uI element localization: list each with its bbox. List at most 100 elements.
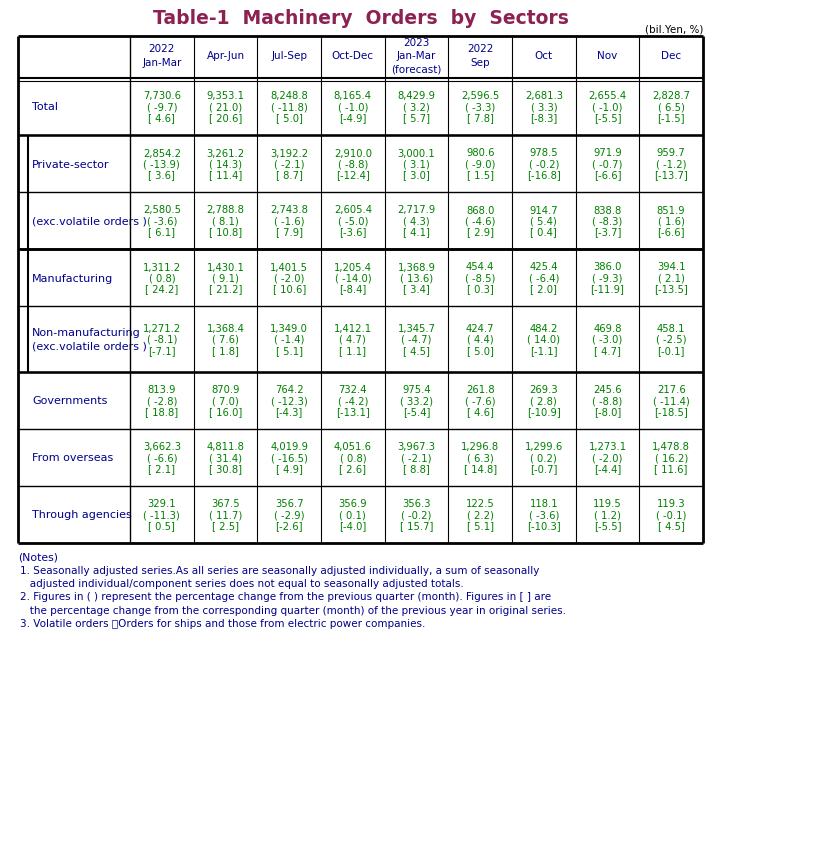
Text: ( -3.3): ( -3.3) [465, 102, 495, 112]
Text: ( -6.6): ( -6.6) [147, 453, 177, 463]
Text: ( -2.1): ( -2.1) [401, 453, 432, 463]
Text: ( -2.5): ( -2.5) [656, 334, 686, 344]
Text: 1. Seasonally adjusted series.As all series are seasonally adjusted individually: 1. Seasonally adjusted series.As all ser… [20, 565, 540, 575]
Text: 119.3: 119.3 [657, 499, 686, 509]
Text: 2,788.8: 2,788.8 [206, 205, 244, 215]
Text: ( 9.1): ( 9.1) [212, 273, 239, 284]
Text: ( 4.4): ( 4.4) [467, 334, 494, 344]
Text: ( -5.0): ( -5.0) [337, 216, 368, 226]
Text: ( -8.1): ( -8.1) [147, 334, 177, 344]
Text: 2,655.4: 2,655.4 [588, 91, 627, 101]
Text: [-13.7]: [-13.7] [654, 170, 688, 181]
Text: ( 14.0): ( 14.0) [527, 334, 560, 344]
Text: ( -2.0): ( -2.0) [274, 273, 305, 284]
Text: [-5.5]: [-5.5] [594, 521, 622, 531]
Text: [-0.7]: [-0.7] [530, 464, 558, 474]
Text: ( 7.0): ( 7.0) [212, 396, 239, 406]
Text: ( -11.4): ( -11.4) [653, 396, 690, 406]
Text: 2,854.2: 2,854.2 [143, 149, 181, 159]
Text: 3,192.2: 3,192.2 [270, 149, 308, 159]
Text: 3,000.1: 3,000.1 [398, 149, 436, 159]
Text: ( 6.3): ( 6.3) [467, 453, 494, 463]
Text: 2. Figures in ( ) represent the percentage change from the previous quarter (mon: 2. Figures in ( ) represent the percenta… [20, 592, 551, 602]
Text: (bil.Yen, %): (bil.Yen, %) [645, 25, 703, 35]
Text: [ 11.6]: [ 11.6] [654, 464, 688, 474]
Text: ( 3.1): ( 3.1) [403, 160, 430, 170]
Text: 1,273.1: 1,273.1 [588, 442, 627, 452]
Text: ( -0.2): ( -0.2) [528, 160, 559, 170]
Text: Private-sector: Private-sector [32, 160, 110, 170]
Text: [ 5.0]: [ 5.0] [467, 345, 494, 355]
Text: ( -2.0): ( -2.0) [592, 453, 622, 463]
Text: [-13.5]: [-13.5] [654, 284, 688, 295]
Text: 1,271.2: 1,271.2 [143, 323, 181, 333]
Text: ( -3.0): ( -3.0) [592, 334, 622, 344]
Text: (Notes): (Notes) [18, 551, 58, 561]
Text: [-8.0]: [-8.0] [594, 407, 621, 417]
Text: 980.6: 980.6 [466, 149, 495, 159]
Text: ( -2.9): ( -2.9) [274, 510, 305, 520]
Text: [ 5.0]: [ 5.0] [276, 113, 302, 123]
Text: ( -8.8): ( -8.8) [337, 160, 368, 170]
Text: [ 4.1]: [ 4.1] [403, 227, 430, 237]
Text: ( 31.4): ( 31.4) [209, 453, 242, 463]
Text: 484.2: 484.2 [530, 323, 558, 333]
Text: 9,353.1: 9,353.1 [206, 91, 245, 101]
Text: 3,261.2: 3,261.2 [206, 149, 245, 159]
Text: 914.7: 914.7 [530, 205, 558, 215]
Text: ( 4.3): ( 4.3) [403, 216, 430, 226]
Text: Nov: Nov [597, 51, 618, 61]
Text: 971.9: 971.9 [593, 149, 622, 159]
Text: 7,730.6: 7,730.6 [143, 91, 181, 101]
Text: 367.5: 367.5 [211, 499, 240, 509]
Text: (exc.volatile orders ): (exc.volatile orders ) [32, 216, 147, 226]
Text: [-7.1]: [-7.1] [148, 345, 175, 355]
Text: 8,165.4: 8,165.4 [334, 91, 372, 101]
Text: Non-manufacturing: Non-manufacturing [32, 327, 141, 338]
Text: [ 30.8]: [ 30.8] [209, 464, 242, 474]
Text: 394.1: 394.1 [657, 262, 686, 272]
Text: ( 13.6): ( 13.6) [400, 273, 433, 284]
Text: 1,345.7: 1,345.7 [397, 323, 436, 333]
Text: 356.9: 356.9 [338, 499, 367, 509]
Text: [-8.3]: [-8.3] [530, 113, 558, 123]
Text: 1,368.9: 1,368.9 [397, 262, 436, 272]
Text: ( -3.6): ( -3.6) [147, 216, 177, 226]
Text: [ 5.1]: [ 5.1] [467, 521, 494, 531]
Text: ( -2.8): ( -2.8) [147, 396, 177, 406]
Text: [ 2.6]: [ 2.6] [339, 464, 366, 474]
Text: 2022
Jan-Mar: 2022 Jan-Mar [143, 45, 182, 68]
Text: 4,019.9: 4,019.9 [270, 442, 308, 452]
Text: 424.7: 424.7 [466, 323, 495, 333]
Text: ( -1.0): ( -1.0) [592, 102, 622, 112]
Text: 1,296.8: 1,296.8 [461, 442, 500, 452]
Text: ( 1.6): ( 1.6) [658, 216, 685, 226]
Text: Governments: Governments [32, 396, 107, 406]
Text: Table-1  Machinery  Orders  by  Sectors: Table-1 Machinery Orders by Sectors [152, 9, 568, 28]
Text: [-1.1]: [-1.1] [530, 345, 558, 355]
Text: 2,743.8: 2,743.8 [270, 205, 308, 215]
Text: 975.4: 975.4 [402, 385, 431, 395]
Text: [ 7.9]: [ 7.9] [276, 227, 303, 237]
Text: [ 0.5]: [ 0.5] [148, 521, 175, 531]
Text: 8,248.8: 8,248.8 [270, 91, 308, 101]
Text: ( -12.3): ( -12.3) [271, 396, 308, 406]
Text: 732.4: 732.4 [338, 385, 367, 395]
Text: ( -1.6): ( -1.6) [274, 216, 305, 226]
Text: [ 10.8]: [ 10.8] [209, 227, 242, 237]
Text: 1,311.2: 1,311.2 [143, 262, 181, 272]
Text: ( 1.2): ( 1.2) [594, 510, 621, 520]
Text: [-3.7]: [-3.7] [594, 227, 621, 237]
Text: [-18.5]: [-18.5] [654, 407, 688, 417]
Text: [ 20.6]: [ 20.6] [209, 113, 242, 123]
Text: [ 4.5]: [ 4.5] [403, 345, 430, 355]
Text: Manufacturing: Manufacturing [32, 273, 113, 284]
Text: Total: Total [32, 102, 58, 112]
Text: 1,205.4: 1,205.4 [334, 262, 372, 272]
Text: [ 1.5]: [ 1.5] [467, 170, 494, 181]
Text: 386.0: 386.0 [593, 262, 622, 272]
Text: [-8.4]: [-8.4] [339, 284, 366, 295]
Text: ( -0.1): ( -0.1) [656, 510, 686, 520]
Text: 454.4: 454.4 [466, 262, 495, 272]
Text: [ 4.6]: [ 4.6] [467, 407, 494, 417]
